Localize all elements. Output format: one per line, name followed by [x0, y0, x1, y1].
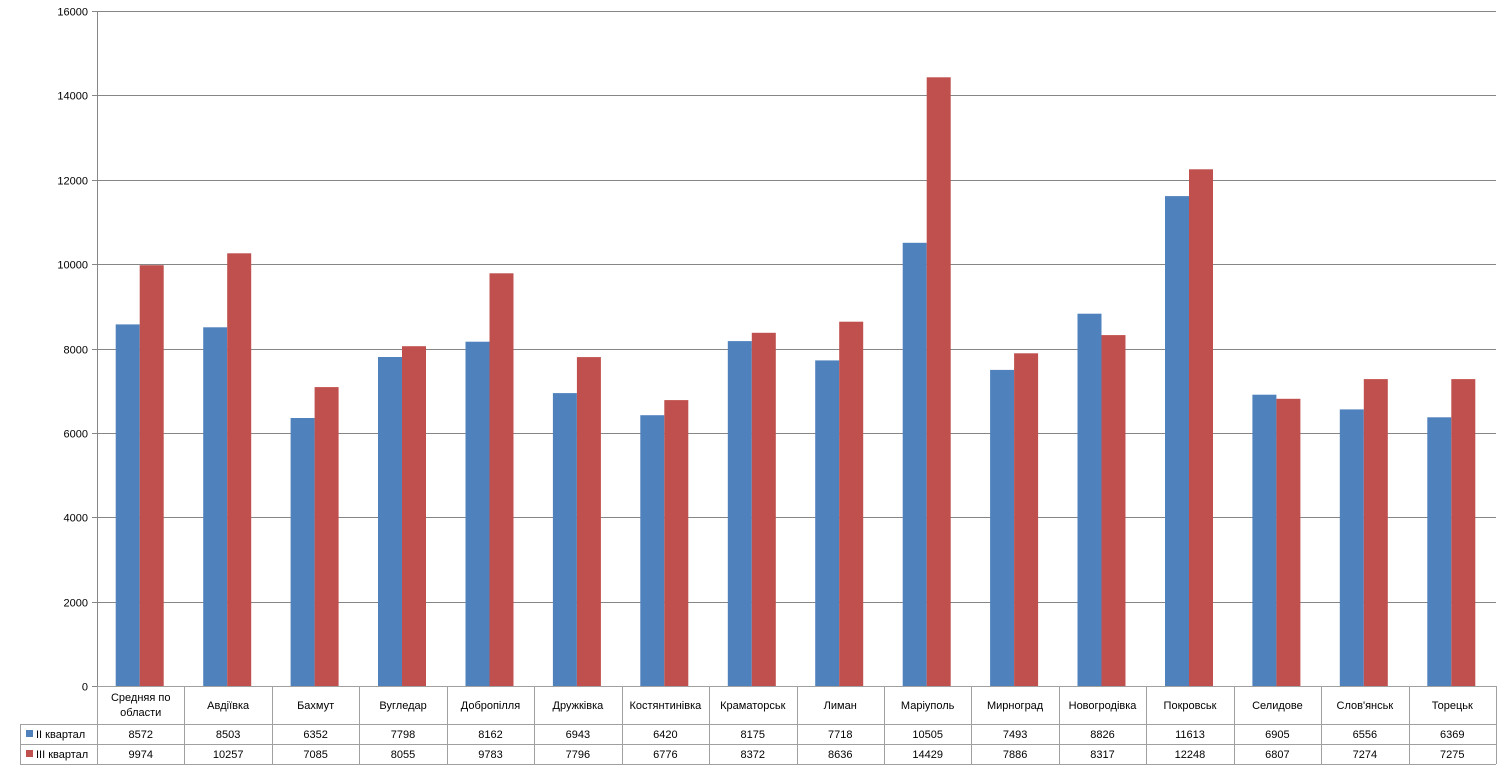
category-label: Дружківка [553, 700, 605, 712]
data-label: 8162 [478, 729, 502, 741]
bar-q3-13 [1276, 398, 1301, 686]
data-label: 8317 [1090, 749, 1114, 761]
bar-q3-1 [227, 253, 252, 687]
bar-q2-12 [1165, 196, 1189, 686]
data-label: 7886 [1003, 749, 1027, 761]
bar-q3-15 [1451, 379, 1476, 686]
data-label: 7493 [1003, 729, 1027, 741]
bar-q2-4 [465, 341, 490, 686]
bar-q2-11 [1077, 313, 1102, 686]
bar-q2-8 [815, 360, 840, 686]
data-label: 8372 [741, 749, 765, 761]
data-label: 9783 [478, 749, 502, 761]
y-tick-label: 16000 [57, 7, 88, 19]
category-label: Торецьк [1432, 700, 1473, 712]
bar-q3-9 [926, 77, 951, 687]
bars [115, 77, 1476, 687]
category-label: Краматорськ [720, 700, 785, 712]
data-label: 8503 [216, 729, 240, 741]
bar-q2-15 [1427, 417, 1452, 686]
y-tick-label: 12000 [57, 176, 88, 188]
y-axis-ticks: 0 2000 4000 6000 8000 10000 12000 14000 16000 [57, 7, 88, 694]
data-label: 6905 [1265, 729, 1289, 741]
bar-q3-11 [1101, 335, 1126, 686]
y-tick-label: 2000 [64, 598, 88, 610]
bar-q3-12 [1189, 169, 1213, 687]
category-label: Средняя по [111, 692, 170, 704]
category-label: области [120, 707, 161, 719]
bar-q2-5 [552, 393, 577, 686]
bar-q3-0 [139, 265, 164, 686]
data-label: 6943 [566, 729, 590, 741]
data-label: 6352 [303, 729, 327, 741]
category-label: Селидове [1252, 700, 1303, 712]
bar-q2-3 [378, 357, 402, 686]
data-label: 14429 [912, 749, 943, 761]
legend-swatch [26, 750, 33, 757]
bar-q3-10 [1014, 353, 1039, 686]
bar-q3-3 [402, 346, 426, 686]
data-label: 6776 [653, 749, 677, 761]
data-label: 6420 [653, 729, 677, 741]
y-tick-label: 8000 [64, 345, 88, 357]
data-label: 7798 [391, 729, 415, 741]
data-label: 7275 [1440, 749, 1464, 761]
category-label: Вугледар [379, 700, 426, 712]
y-tick-label: 10000 [57, 260, 88, 272]
category-label: Лиман [824, 700, 857, 712]
y-tick-label: 0 [82, 682, 88, 694]
bar-q3-2 [314, 387, 339, 686]
data-label: 11613 [1175, 729, 1205, 741]
category-label: Слов'янськ [1337, 700, 1394, 712]
data-label: 10505 [912, 729, 943, 741]
category-label: Костянтинівка [629, 700, 702, 712]
category-label: Авдіївка [207, 700, 250, 712]
data-label: 8055 [391, 749, 415, 761]
y-tick-label: 6000 [64, 429, 88, 441]
category-label: Добропілля [461, 700, 520, 712]
bar-q2-13 [1252, 394, 1277, 686]
bar-q3-4 [489, 273, 514, 686]
bar-q2-1 [203, 327, 228, 686]
data-label: 12248 [1175, 749, 1206, 761]
y-tick-label: 14000 [57, 91, 88, 103]
legend-label: III квартал [36, 749, 88, 761]
bar-q2-9 [902, 242, 927, 687]
data-label: 7796 [566, 749, 590, 761]
y-tick-label: 4000 [64, 513, 88, 525]
bar-q2-2 [290, 418, 315, 686]
data-table: Средняя по области Авдіївка Бахмут Вугледар Д… [20, 686, 1497, 765]
data-label: 8175 [741, 729, 765, 741]
bar-q2-7 [727, 341, 752, 686]
data-label: 7085 [303, 749, 327, 761]
bar-q2-0 [115, 324, 140, 686]
bar-q2-10 [990, 369, 1015, 686]
bar-q3-5 [576, 357, 601, 686]
data-label: 10257 [213, 749, 244, 761]
data-label: 6807 [1265, 749, 1289, 761]
data-label: 6369 [1440, 729, 1464, 741]
category-label: Мирноград [987, 700, 1044, 712]
legend-swatch [26, 730, 33, 737]
data-label: 7274 [1353, 749, 1377, 761]
data-label: 6556 [1353, 729, 1377, 741]
category-label: Покровськ [1164, 700, 1217, 712]
bar-q3-7 [751, 332, 776, 686]
bar-q2-14 [1339, 409, 1364, 686]
data-label: 8826 [1090, 729, 1114, 741]
data-label: 7718 [828, 729, 852, 741]
category-label: Новогродівка [1069, 700, 1138, 712]
bar-q3-8 [839, 321, 864, 686]
bar-q2-6 [640, 415, 665, 686]
legend-label: II квартал [36, 729, 85, 741]
category-label: Бахмут [297, 700, 334, 712]
data-label: 8572 [128, 729, 152, 741]
data-label: 9974 [128, 749, 152, 761]
category-label: Маріуполь [901, 700, 955, 712]
bar-q3-14 [1363, 379, 1388, 686]
bar-q3-6 [664, 400, 689, 686]
data-label: 8636 [828, 749, 852, 761]
